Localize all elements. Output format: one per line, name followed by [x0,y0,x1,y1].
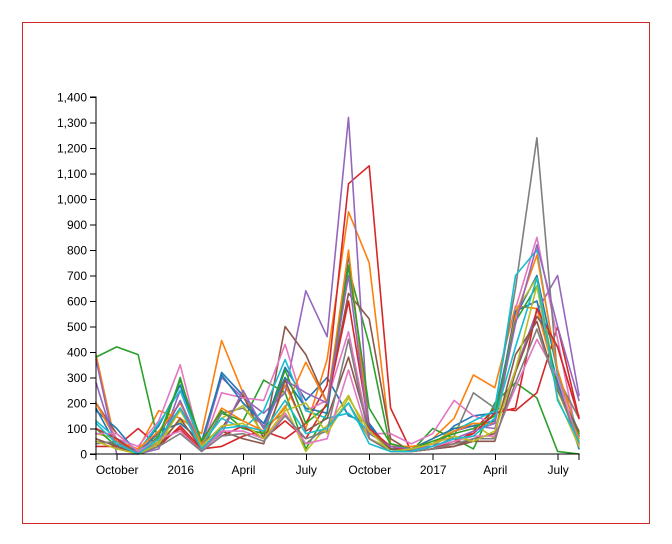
y-tick-label: 800 [67,244,87,258]
y-axis: 0 100 200 300 400 500 600 700 800 900 1,000 1,100 1,… [57,91,97,462]
x-axis-line [95,453,580,460]
x-tick-label: 2016 [167,463,194,477]
series-line-20 [95,277,580,455]
y-tick-label: 0 [80,448,87,462]
y-tick-label: 1,300 [57,116,87,130]
x-tick-label: October [96,463,139,477]
x-axis: October 2016 April July October 2017 April July [95,453,580,477]
x-tick-label: April [483,463,507,477]
x-tick-label: October [348,463,391,477]
x-tick-label: July [296,463,317,477]
series-group [95,116,580,455]
y-tick-label: 300 [67,371,87,385]
y-tick-label: 600 [67,295,87,309]
x-tick-label: 2017 [420,463,447,477]
y-tick-label: 500 [67,320,87,334]
y-tick-label: 1,400 [57,91,87,105]
y-tick-label: 400 [67,346,87,360]
chart-frame [22,22,650,524]
series-line-18 [95,328,580,455]
series-line-14 [95,300,580,455]
y-tick-label: 100 [67,422,87,436]
y-tick-label: 700 [67,269,87,283]
x-tick-label: April [231,463,255,477]
y-tick-label: 1,200 [57,142,87,156]
y-tick-label: 1,100 [57,167,87,181]
y-tick-label: 900 [67,218,87,232]
y-tick-label: 1,000 [57,193,87,207]
y-tick-label: 200 [67,397,87,411]
x-tick-label: July [547,463,568,477]
